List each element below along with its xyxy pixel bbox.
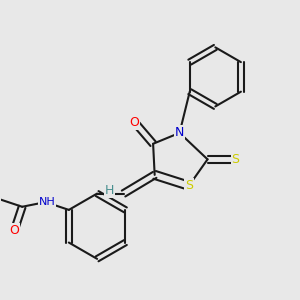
Text: H: H xyxy=(105,184,114,197)
Text: O: O xyxy=(10,224,19,237)
Text: S: S xyxy=(185,179,193,192)
Text: N: N xyxy=(175,126,184,140)
Text: NH: NH xyxy=(39,197,56,207)
Text: O: O xyxy=(130,116,140,128)
Text: S: S xyxy=(232,153,239,166)
